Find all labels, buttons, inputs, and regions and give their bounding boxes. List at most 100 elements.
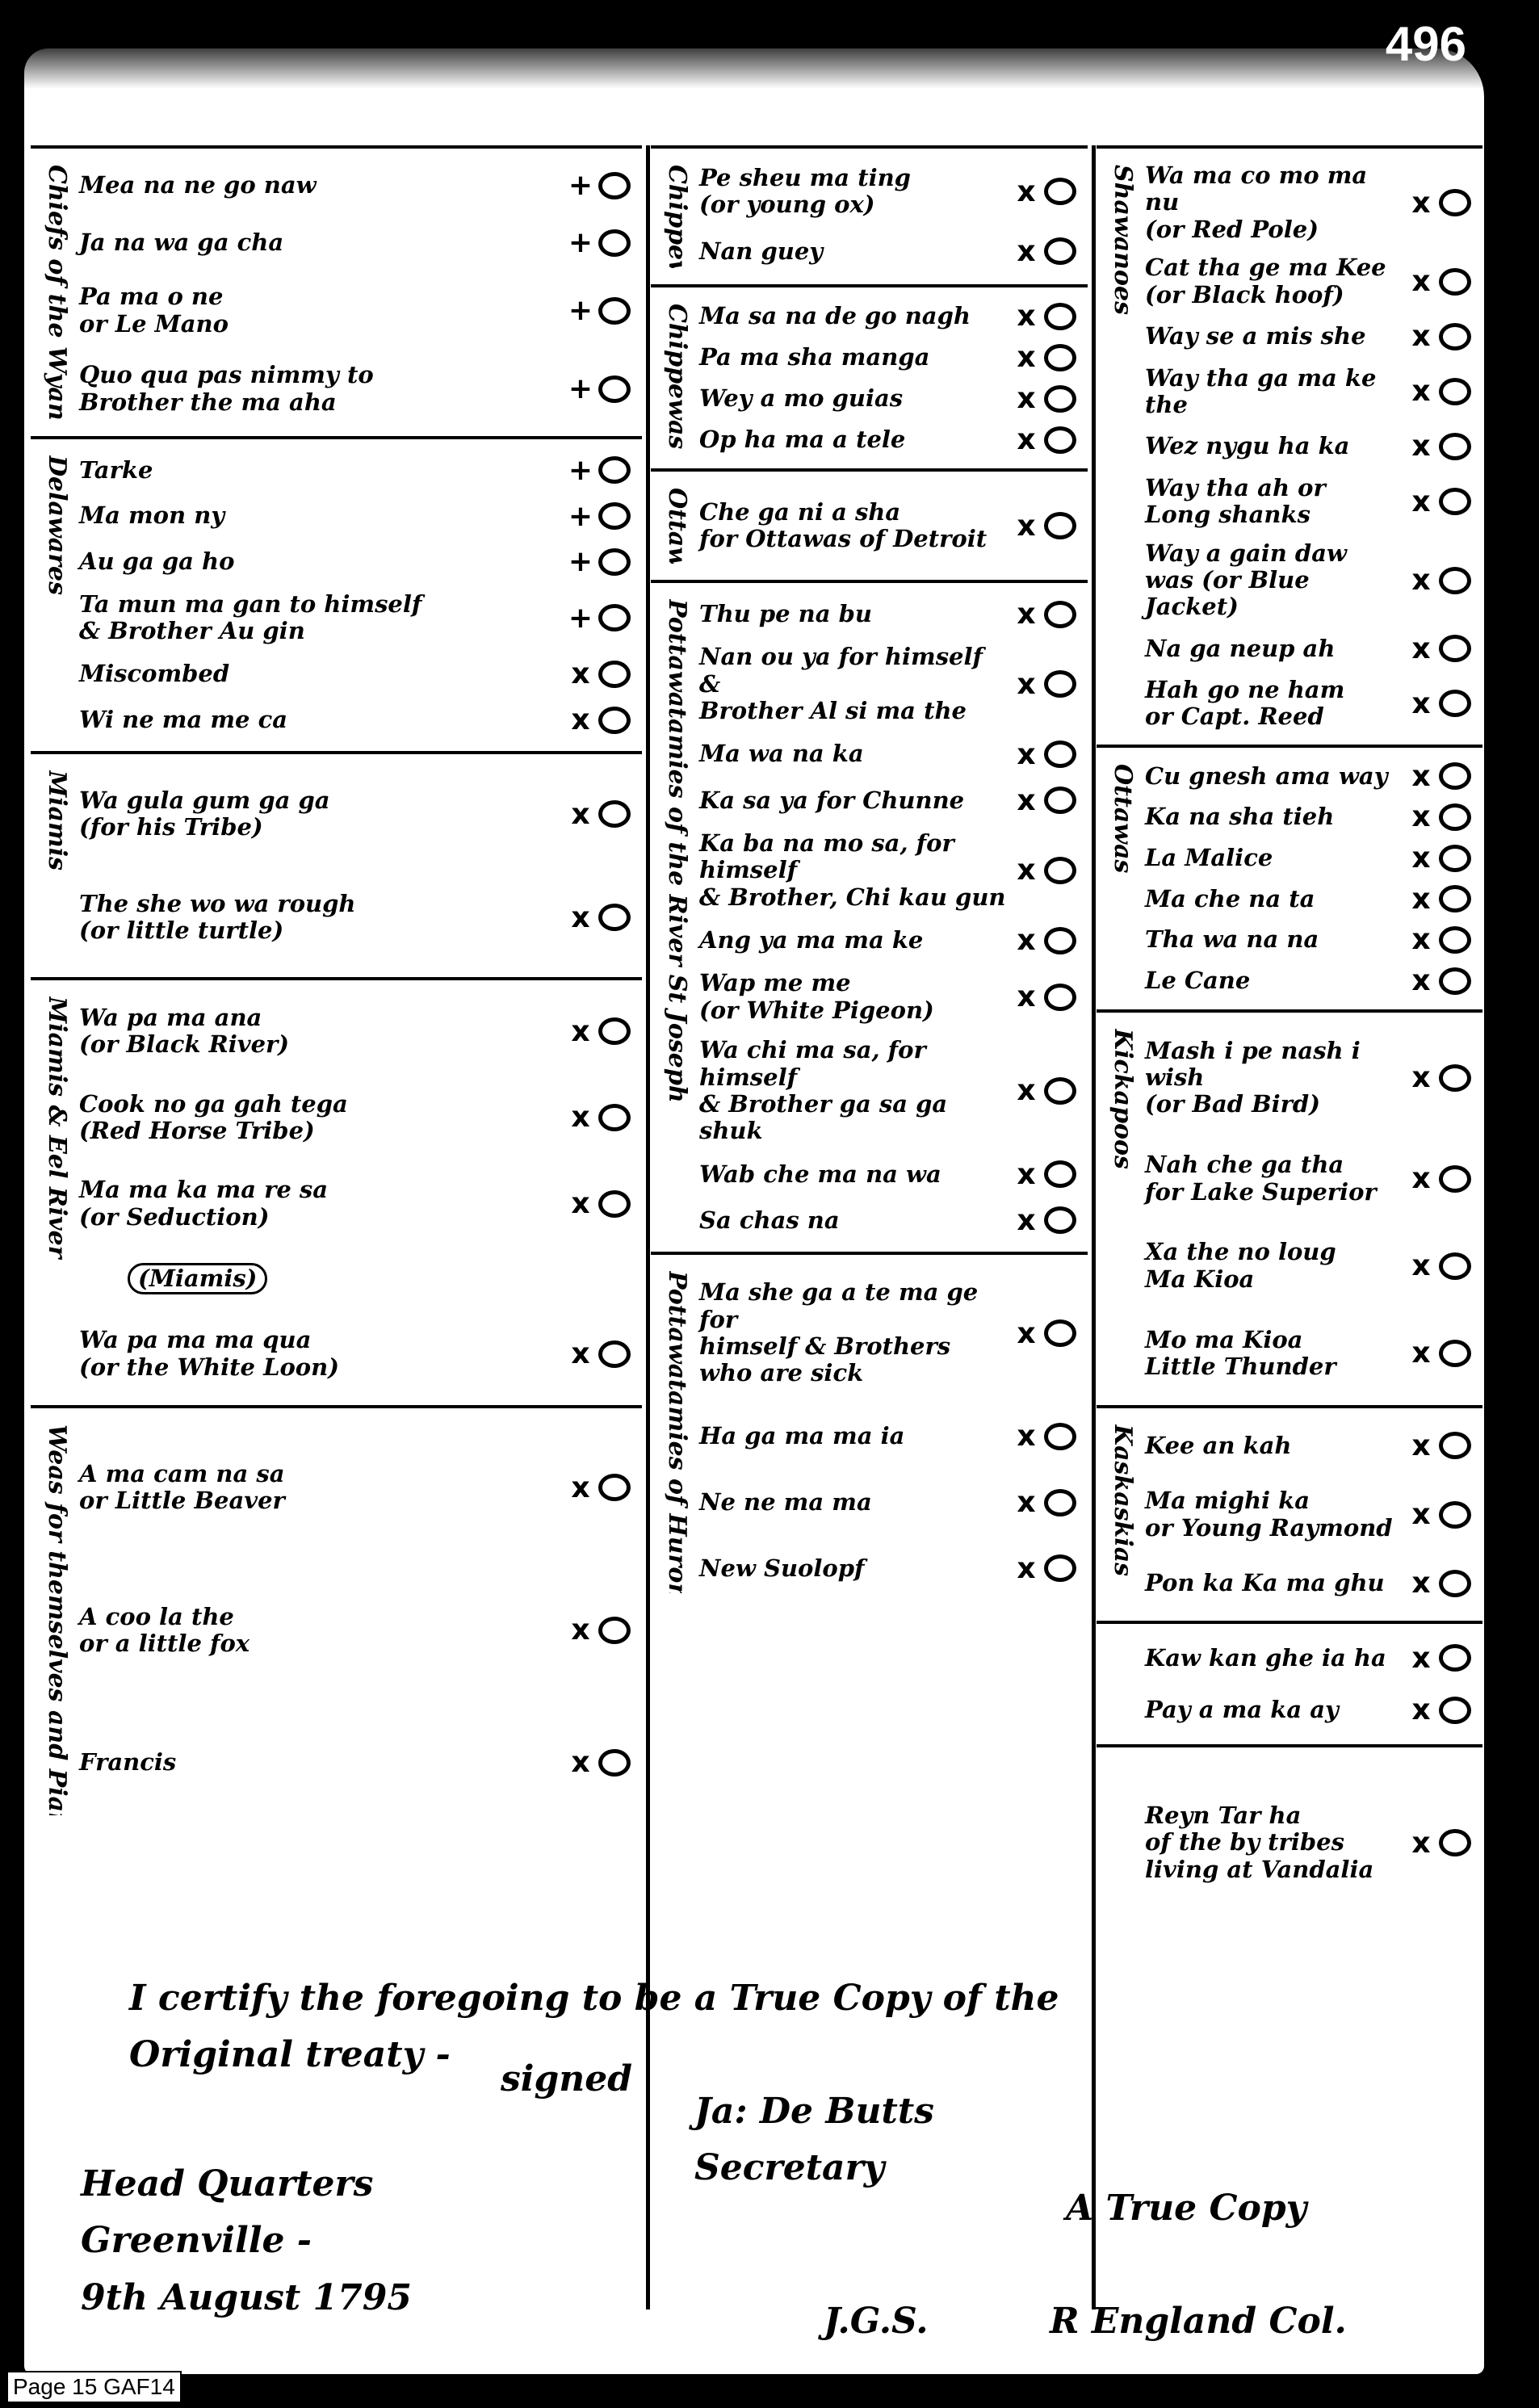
seal-icon [1044, 1554, 1076, 1583]
signatory-group: Delawares Tarke + Ma mon ny + Au ga ga ho + Ta … [31, 436, 642, 751]
seal-icon [598, 706, 631, 734]
signature-mark: x [1017, 300, 1036, 333]
certification-text: I certify the foregoing to be a True Cop… [129, 1978, 1059, 2076]
tribe-label: Ottawas [663, 488, 691, 564]
signatory-name: Wap me me (or White Pigeon) [699, 969, 934, 1024]
seal-icon [1044, 1488, 1076, 1517]
signatory-name: Na ga neup ah [1145, 634, 1336, 662]
seal-icon [598, 660, 631, 688]
signatory-entry: New Suolopf x [699, 1552, 1076, 1585]
seal-icon [1439, 1432, 1471, 1460]
seal-icon [1439, 885, 1471, 913]
tribe-label: Ottawas [1109, 764, 1137, 874]
signatory-name: Ma che na ta [1145, 884, 1315, 912]
signatory-name: Ang ya ma ma ke [699, 925, 924, 954]
signature-mark: + [568, 499, 593, 533]
seal-icon [1044, 926, 1076, 954]
signature-mark: x [1411, 1567, 1431, 1600]
signatory-name: Ma mon ny [79, 501, 225, 530]
signature-mark: x [1411, 186, 1431, 220]
signature-mark: x [1017, 1316, 1036, 1350]
signatory-entry: Ma mon ny + [79, 500, 631, 533]
signatory-entry: Way a gain daw was (or Blue Jacket) x [1145, 539, 1471, 621]
signatory-entry: Mash i pe nash i wish (or Bad Bird) x [1145, 1037, 1471, 1118]
signature-mark: + [568, 453, 593, 487]
signatory-group: Chippewas Pe sheu ma ting (or young ox) x N… [651, 145, 1088, 284]
signatory-entry: Ma ma ka ma re sa (or Seduction) x [79, 1177, 631, 1231]
signatory-group: Kickapoos Mash i pe nash i wish (or Bad B… [1097, 1009, 1482, 1405]
signature-mark: + [568, 601, 593, 635]
signature-mark: x [1411, 485, 1431, 518]
signatory-name: Way a gain daw was (or Blue Jacket) [1145, 539, 1347, 621]
signature-mark: x [571, 1014, 590, 1048]
signatory-entry: Way se a mis she x [1145, 320, 1471, 353]
seal-icon [1439, 1164, 1471, 1193]
signatory-entry: Wey a mo guias x [699, 382, 1076, 415]
signatory-group: Kaskaskias Kee an kah x Ma mighi ka or Youn… [1097, 1405, 1482, 1621]
signature-mark: x [1411, 800, 1431, 834]
seal-icon [1439, 267, 1471, 296]
seal-icon [1044, 1319, 1076, 1348]
signatory-name: Ka ba na mo sa, for himself & Brother, C… [699, 829, 1006, 911]
signatory-name: Hah go ne ham or Capt. Reed [1145, 676, 1345, 731]
seal-icon [1044, 384, 1076, 413]
seal-icon [1044, 983, 1076, 1011]
signatory-entry: Ma che na ta x [1145, 883, 1471, 916]
signature-mark: x [1411, 375, 1431, 409]
seal-icon [1439, 844, 1471, 872]
seal-icon [1439, 1644, 1471, 1672]
signatory-name: Mo ma Kioa Little Thunder [1145, 1325, 1336, 1380]
signatory-name: Ka sa ya for Chunne [699, 786, 965, 814]
signatory-name: Wey a mo guias [699, 384, 904, 412]
signatory-entry: (Miamis) [79, 1262, 631, 1295]
true-copy-text: A True Copy [1066, 2188, 1307, 2229]
seal-icon [1439, 690, 1471, 718]
signature-mark: x [1411, 1249, 1431, 1283]
signature-mark: x [571, 1470, 590, 1504]
signatory-group: Weas for themselves and Piankeshaws A ma … [31, 1405, 642, 1831]
signatory-name: Ne ne ma ma [699, 1487, 872, 1516]
signatory-entry: Quo qua pas nimmy to Brother the ma aha + [79, 362, 631, 416]
seal-icon [1044, 1160, 1076, 1189]
signatory-entry: Op ha ma a tele x [699, 423, 1076, 456]
signature-mark: x [1017, 174, 1036, 208]
signatory-entry: Wa pa ma ma qua (or the White Loon) x [79, 1327, 631, 1381]
signatory-entry: Pon ka Ka ma ghu x [1145, 1567, 1471, 1600]
signatory-name: Le Cane [1145, 966, 1251, 994]
seal-icon [1439, 762, 1471, 791]
signatory-name: Pa ma o ne or Le Mano [79, 283, 229, 338]
tribe-label: Chippewas [663, 165, 691, 268]
signatory-name: Thu pe na bu [699, 599, 873, 627]
signatory-entry: Le Cane x [1145, 964, 1471, 997]
signatory-group: Chippewas Ma sa na de go nagh x Pa ma sha m… [651, 284, 1088, 468]
signatory-entry: Kee an kah x [1145, 1429, 1471, 1462]
signature-mark: x [1017, 924, 1036, 958]
signatory-name: Ma mighi ka or Young Raymond [1145, 1487, 1393, 1542]
signatory-entry: Pa ma sha manga x [699, 341, 1076, 374]
signatory-name: Kee an kah [1145, 1431, 1292, 1459]
tribe-label [1101, 1764, 1137, 1922]
seal-icon [1044, 512, 1076, 539]
signatory-name: Sa chas na [699, 1206, 840, 1234]
signatory-name: Ma sa na de go nagh [699, 301, 971, 329]
signatory-entry: Wap me me (or White Pigeon) x [699, 970, 1076, 1024]
seal-icon [1439, 635, 1471, 663]
signatory-name: Ja na wa ga cha [79, 229, 284, 257]
seal-icon [1439, 1252, 1471, 1280]
page-number: 496 [1385, 17, 1466, 71]
seal-icon [598, 1748, 631, 1777]
signatory-name: Cook no ga gah tega (Red Horse Tribe) [79, 1089, 348, 1144]
signatory-name: Way se a mis she [1145, 322, 1366, 350]
signature-mark: x [1411, 1693, 1431, 1727]
signature-mark: x [1017, 980, 1036, 1014]
signatory-entry: Wa pa ma ana (or Black River) x [79, 1004, 631, 1059]
signature-mark: x [1017, 1420, 1036, 1454]
signatory-name: Reyn Tar ha of the by tribes living at V… [1145, 1801, 1374, 1883]
seal-icon [1439, 189, 1471, 217]
signatory-entry: Kaw kan ghe ia ha x [1145, 1642, 1471, 1675]
place-date: Head Quarters Greenville - 9th August 17… [81, 2163, 413, 2318]
signatory-group: Chiefs of the Wyandots Mea na ne go naw + J… [31, 145, 642, 436]
signature-mark: + [568, 372, 593, 406]
seal-icon [1044, 856, 1076, 884]
seal-icon [1439, 1063, 1471, 1092]
